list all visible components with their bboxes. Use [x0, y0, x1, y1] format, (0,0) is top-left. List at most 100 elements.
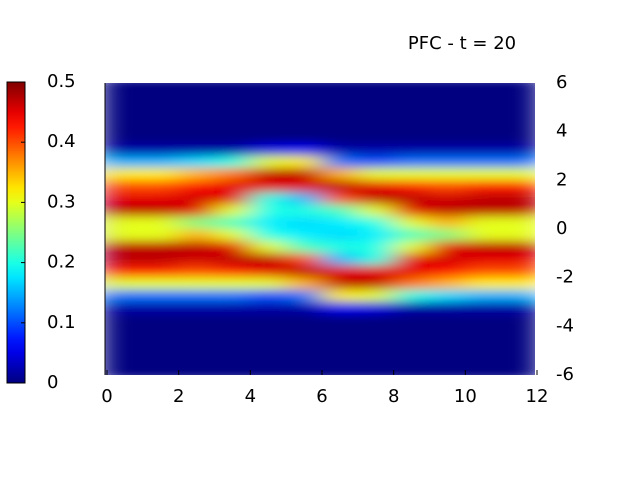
heat-cell — [286, 265, 323, 278]
heat-cell — [105, 253, 144, 266]
heat-cell — [429, 180, 466, 193]
heat-cell — [322, 216, 359, 230]
heat-cell — [178, 180, 215, 193]
heat-cell — [250, 301, 287, 315]
heat-cell — [357, 265, 395, 278]
heat-cell — [465, 143, 502, 157]
heat-cell — [429, 253, 466, 266]
heat-cell — [322, 155, 359, 169]
heat-cell — [142, 362, 180, 375]
heat-cell — [105, 350, 144, 364]
heat-cell — [465, 228, 502, 242]
heat-cell — [322, 350, 359, 364]
heat-cell — [286, 216, 323, 230]
heat-cell — [105, 289, 144, 303]
chart-title: PFC - t = 20 — [408, 33, 516, 54]
heat-cell — [286, 277, 323, 291]
heat-cell — [142, 313, 180, 327]
heat-cell — [501, 313, 535, 327]
heat-cell — [393, 313, 430, 327]
heat-cell — [142, 192, 180, 205]
heat-cell — [142, 228, 180, 242]
heat-cell — [105, 338, 144, 351]
heat-cell — [250, 265, 287, 278]
y-tick-label: -2 — [556, 267, 574, 288]
heat-cell — [393, 301, 430, 315]
heat-cell — [429, 350, 466, 364]
colorbar-tick-label: 0.5 — [47, 71, 76, 92]
heat-cell — [322, 265, 359, 278]
heat-cell — [250, 277, 287, 291]
heat-cell — [429, 313, 466, 327]
heat-cell — [465, 167, 502, 181]
colorbar-tick-label: 0.2 — [47, 252, 76, 273]
heat-cell — [501, 180, 535, 193]
heat-cell — [465, 216, 502, 230]
heat-cell — [322, 180, 359, 193]
heat-cell — [429, 338, 466, 351]
heat-cell — [501, 143, 535, 157]
heat-cell — [357, 119, 395, 132]
heat-cell — [322, 94, 359, 108]
heat-cell — [250, 143, 287, 157]
heat-cell — [322, 277, 359, 291]
heat-cell — [286, 228, 323, 242]
heat-cell — [501, 350, 535, 364]
heat-cell — [429, 216, 466, 230]
heat-cell — [429, 265, 466, 278]
heat-cell — [357, 204, 395, 218]
heat-cell — [429, 119, 466, 132]
heat-cell — [214, 204, 251, 218]
heat-cell — [465, 338, 502, 351]
heat-cell — [105, 167, 144, 181]
heat-cell — [357, 131, 395, 145]
heat-cell — [501, 301, 535, 315]
heat-cell — [142, 107, 180, 120]
heat-cell — [142, 338, 180, 351]
heat-cell — [393, 180, 430, 193]
heat-cell — [178, 94, 215, 108]
heat-cell — [357, 362, 395, 375]
heat-cell — [393, 228, 430, 242]
y-tick-label: 4 — [556, 121, 567, 142]
heat-cell — [465, 83, 502, 96]
heat-cell — [322, 240, 359, 254]
heat-cell — [178, 301, 215, 315]
heat-cell — [465, 131, 502, 145]
heat-cell — [214, 289, 251, 303]
heat-cell — [214, 350, 251, 364]
heat-cell — [429, 155, 466, 169]
heat-cell — [250, 180, 287, 193]
heat-cell — [105, 228, 144, 242]
heat-cell — [286, 180, 323, 193]
heat-cell — [105, 277, 144, 291]
heat-cell — [214, 362, 251, 375]
heat-cell — [142, 204, 180, 218]
heat-cell — [393, 216, 430, 230]
heat-cell — [393, 143, 430, 157]
heat-cell — [501, 155, 535, 169]
heat-cell — [393, 253, 430, 266]
heat-cell — [322, 228, 359, 242]
heat-cell — [214, 313, 251, 327]
heat-cell — [105, 155, 144, 169]
x-tick-label: 8 — [388, 386, 399, 407]
heat-cell — [250, 94, 287, 108]
heat-cell — [429, 362, 466, 375]
heat-cell — [429, 204, 466, 218]
heat-cell — [286, 131, 323, 145]
heat-cell — [250, 83, 287, 96]
heat-cell — [178, 362, 215, 375]
heat-cell — [286, 313, 323, 327]
heat-cell — [250, 131, 287, 145]
heat-cell — [142, 94, 180, 108]
x-tick-label: 0 — [101, 386, 112, 407]
heat-cell — [501, 216, 535, 230]
heat-cell — [357, 240, 395, 254]
heat-cell — [142, 167, 180, 181]
heat-cell — [501, 338, 535, 351]
heat-cell — [393, 289, 430, 303]
heat-cell — [105, 313, 144, 327]
heat-cell — [465, 362, 502, 375]
heat-cell — [429, 289, 466, 303]
